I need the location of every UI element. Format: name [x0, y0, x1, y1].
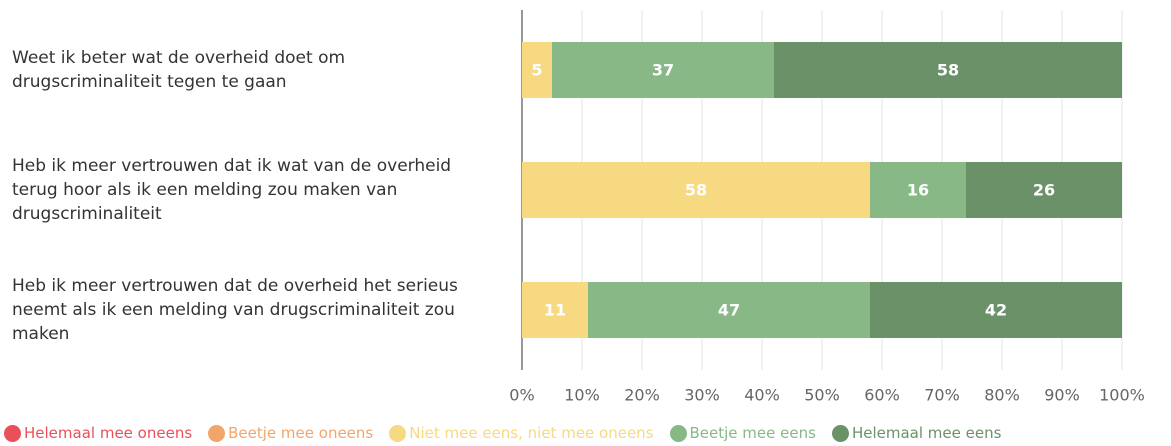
- x-tick-label: 50%: [804, 386, 840, 405]
- data-label: 58: [937, 61, 959, 80]
- data-label: 42: [985, 301, 1007, 320]
- data-label: 58: [685, 181, 707, 200]
- x-tick-label: 10%: [564, 386, 600, 405]
- legend-label: Beetje mee oneens: [228, 424, 374, 442]
- bar-segment: [522, 162, 870, 218]
- legend-item: Helemaal mee oneens: [4, 424, 192, 442]
- data-label: 5: [531, 61, 542, 80]
- bar-segment: [522, 42, 552, 98]
- legend-label: Helemaal mee oneens: [24, 424, 193, 442]
- data-label: 37: [652, 61, 674, 80]
- x-tick-label: 90%: [1044, 386, 1080, 405]
- bar-segment: [522, 282, 588, 338]
- x-tick-label: 30%: [684, 386, 720, 405]
- x-tick-label: 80%: [984, 386, 1020, 405]
- bar-segment: [774, 42, 1122, 98]
- category-label: Weet ik beter wat de overheid doet om dr…: [12, 48, 346, 92]
- bar-segment: [870, 162, 966, 218]
- legend-marker: [389, 424, 407, 442]
- legend-marker: [208, 424, 226, 442]
- x-tick-label: 20%: [624, 386, 660, 405]
- legend: Helemaal mee oneens Beetje mee oneens Niet…: [4, 424, 1001, 442]
- data-label: 26: [1033, 181, 1055, 200]
- category-label: Heb ik meer vertrouwen dat de overheid h…: [12, 276, 458, 344]
- data-label: 16: [907, 181, 929, 200]
- category-label: Heb ik meer vertrouwen dat ik wat van de…: [12, 156, 452, 224]
- legend-item: Niet mee eens, niet mee oneens: [389, 424, 654, 442]
- legend-label: Beetje mee eens: [689, 424, 816, 442]
- legend-marker: [831, 424, 849, 442]
- legend-marker: [669, 424, 687, 442]
- bar-segment: [870, 282, 1122, 338]
- bar-segment: [966, 162, 1122, 218]
- legend-item: Beetje mee eens: [669, 424, 816, 442]
- legend-label: Helemaal mee eens: [851, 424, 1002, 442]
- data-label: 11: [544, 301, 566, 320]
- x-tick-label: 100%: [1099, 386, 1145, 405]
- data-label: 47: [718, 301, 740, 320]
- legend-marker: [4, 424, 21, 442]
- legend-item: Helemaal mee eens: [831, 424, 1002, 442]
- bar-segment: [588, 282, 870, 338]
- bar-segment: [552, 42, 774, 98]
- x-tick-label: 60%: [864, 386, 900, 405]
- legend-label: Niet mee eens, niet mee oneens: [409, 424, 654, 442]
- chart: 0% 10% 20% 30% 40% 50% 60% 70% 80% 90% 100% 5 37 58 58…: [509, 10, 1145, 405]
- x-tick-label: 0%: [509, 386, 534, 405]
- x-tick-label: 40%: [744, 386, 780, 405]
- legend-item: Beetje mee oneens: [208, 424, 373, 442]
- x-tick-label: 70%: [924, 386, 960, 405]
